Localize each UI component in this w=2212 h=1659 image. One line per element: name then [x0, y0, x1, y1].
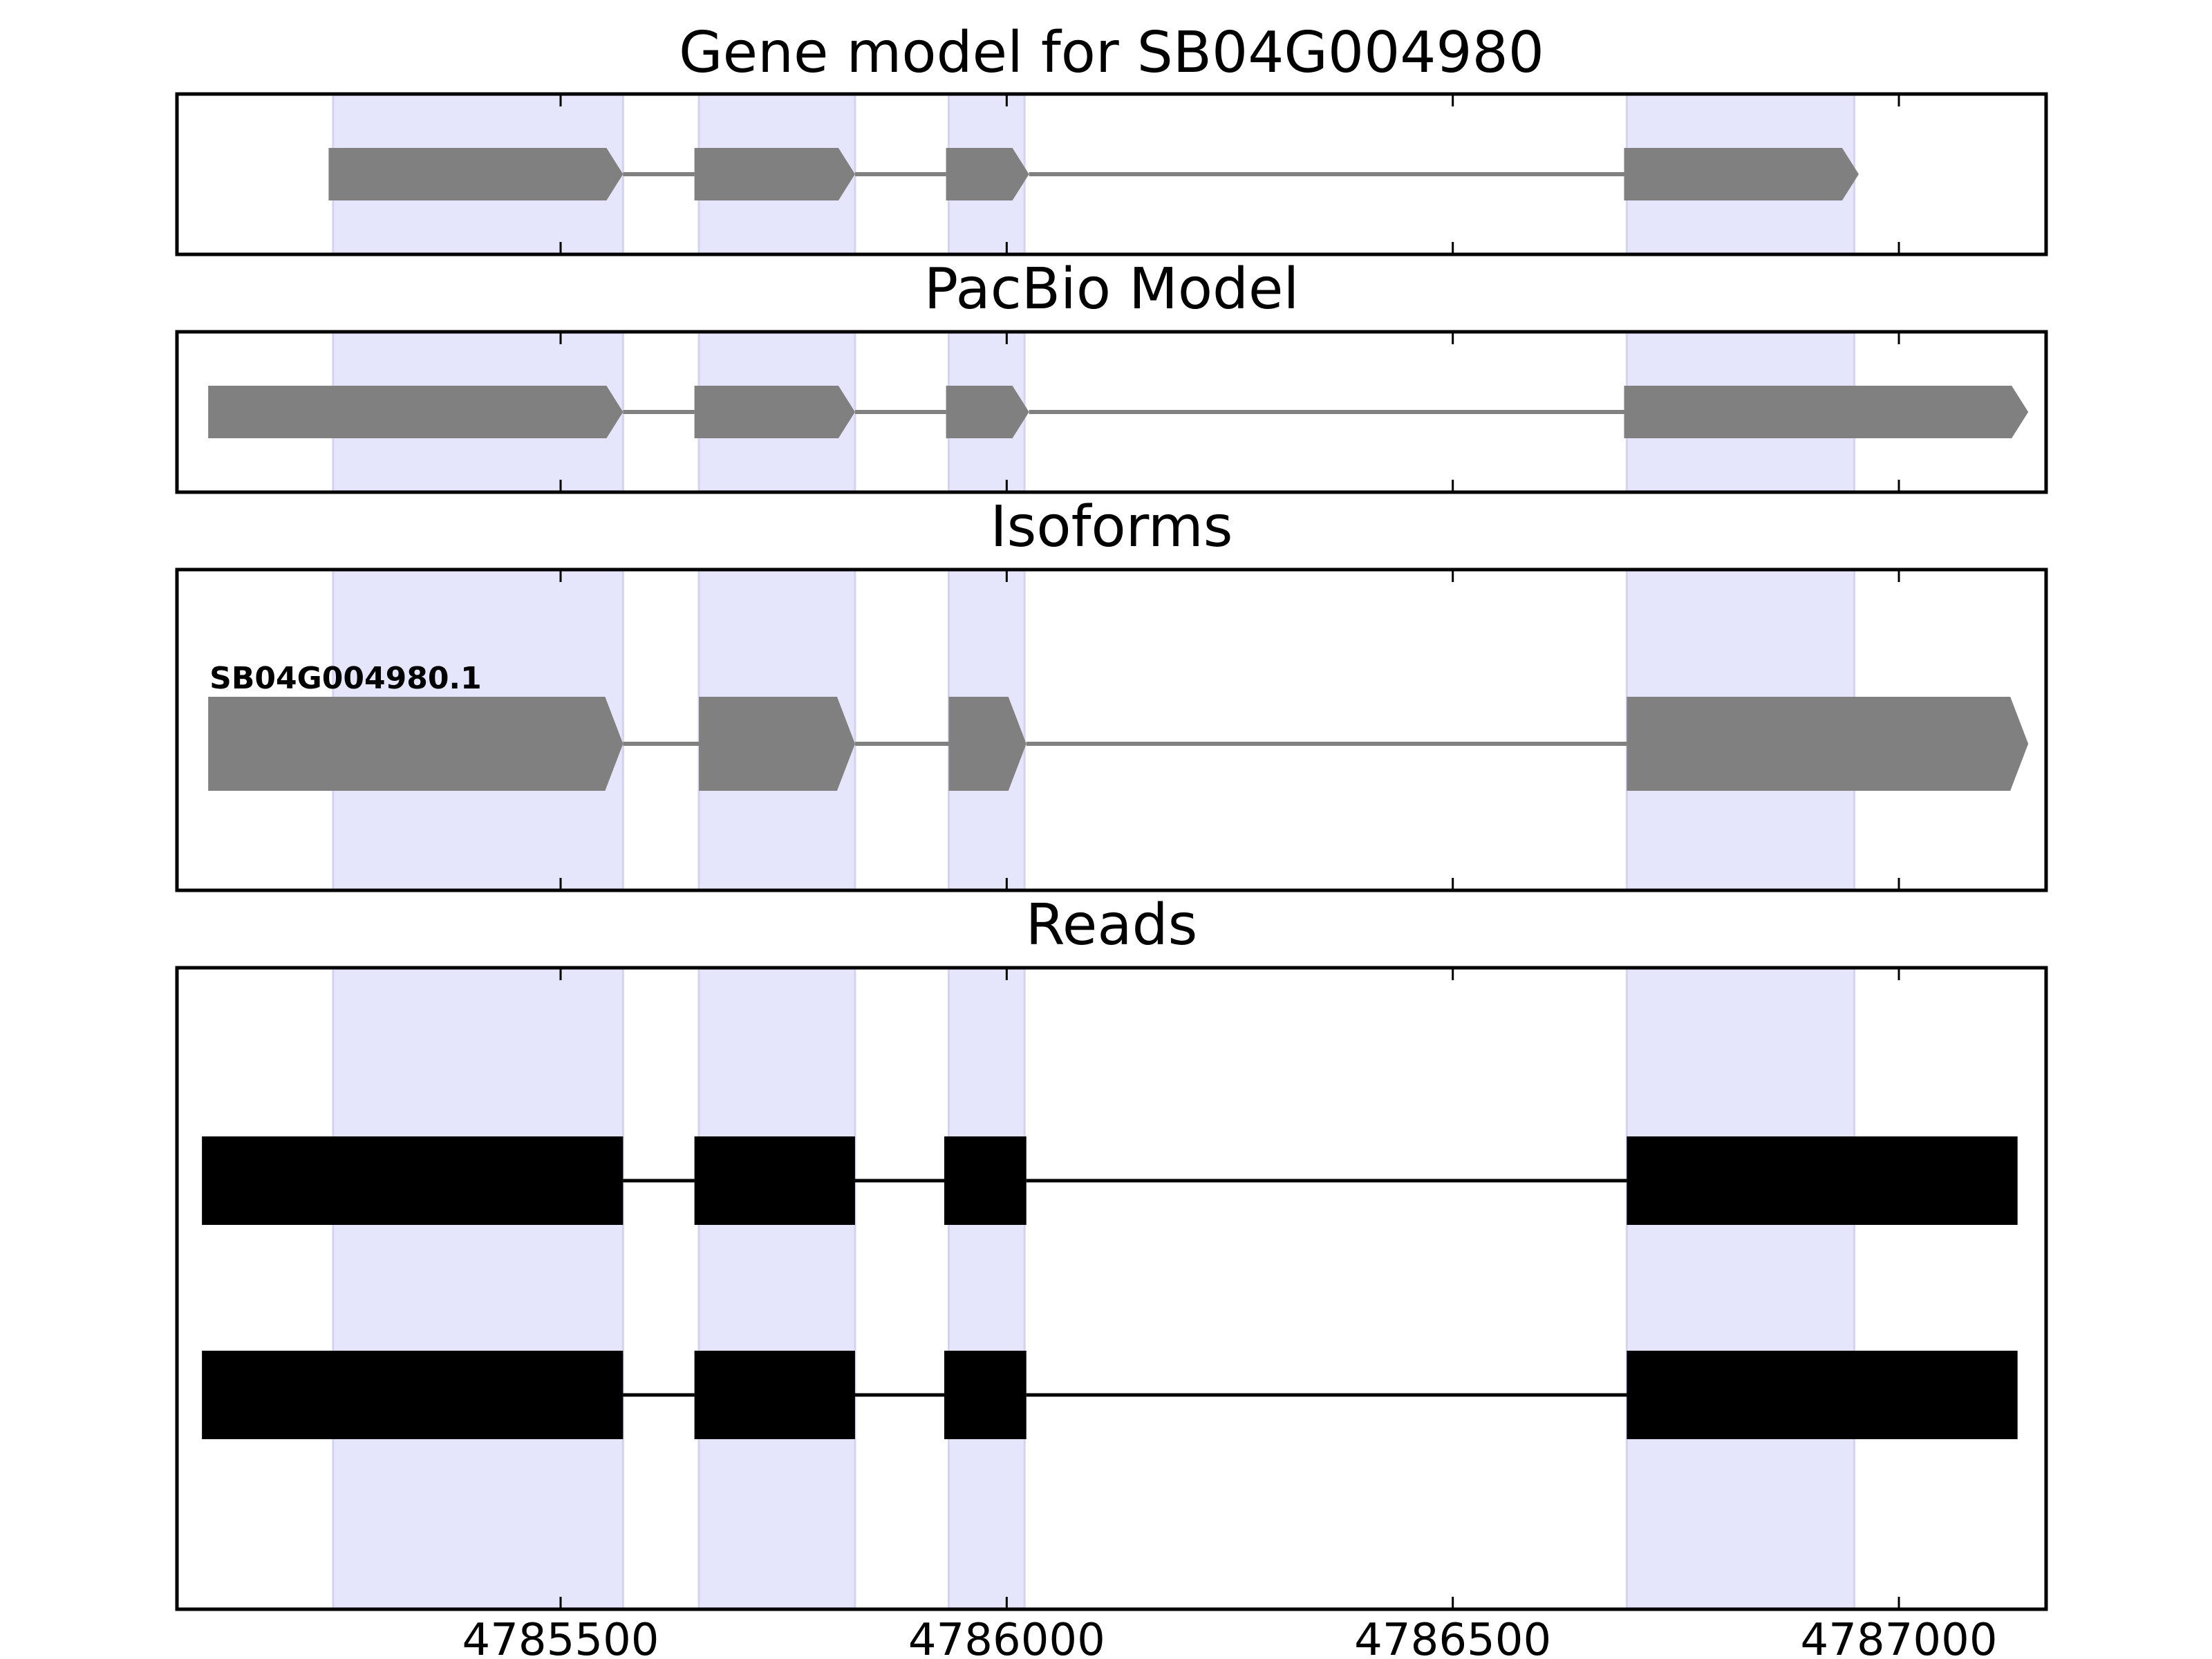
- highlight-region: [1625, 966, 1856, 1611]
- axes-frame: [175, 330, 2048, 494]
- isoform-exon: [1627, 697, 2029, 791]
- x-tick-label: 4786500: [1354, 1615, 1551, 1659]
- axes-frame: [175, 92, 2048, 256]
- highlight-region: [332, 966, 624, 1611]
- x-tick-label: 4785500: [462, 1615, 659, 1659]
- axes-frame: [175, 568, 2048, 892]
- model-exon: [694, 148, 855, 200]
- x-tick-label: 4787000: [1801, 1615, 1998, 1659]
- read-exon: [202, 1136, 624, 1225]
- model-exon: [1624, 148, 1859, 200]
- model-exon: [946, 386, 1029, 438]
- read-exon: [944, 1136, 1027, 1225]
- highlight-region: [947, 966, 1026, 1611]
- panel-title: Gene model for SB04G004980: [679, 20, 1544, 86]
- model-exon: [946, 148, 1029, 200]
- model-exon: [1624, 386, 2029, 438]
- read-exon: [1627, 1136, 2018, 1225]
- isoform-exon: [699, 697, 855, 791]
- read-exon: [202, 1351, 624, 1439]
- model-exon: [328, 148, 624, 200]
- isoform-exon: [948, 697, 1027, 791]
- model-exon: [694, 386, 855, 438]
- read-exon: [944, 1351, 1027, 1439]
- highlight-region: [697, 966, 856, 1611]
- read-exon: [694, 1136, 855, 1225]
- isoform-label: SB04G004980.1: [209, 661, 482, 696]
- read-exon: [1627, 1351, 2018, 1439]
- isoform-exon: [208, 697, 624, 791]
- read-exon: [694, 1351, 855, 1439]
- x-tick-label: 4786000: [908, 1615, 1105, 1659]
- model-exon: [208, 386, 624, 438]
- panel-title: Reads: [1026, 892, 1198, 958]
- axes-frame: [175, 966, 2048, 1611]
- panel-title: PacBio Model: [924, 256, 1300, 322]
- panel-title: Isoforms: [991, 494, 1233, 560]
